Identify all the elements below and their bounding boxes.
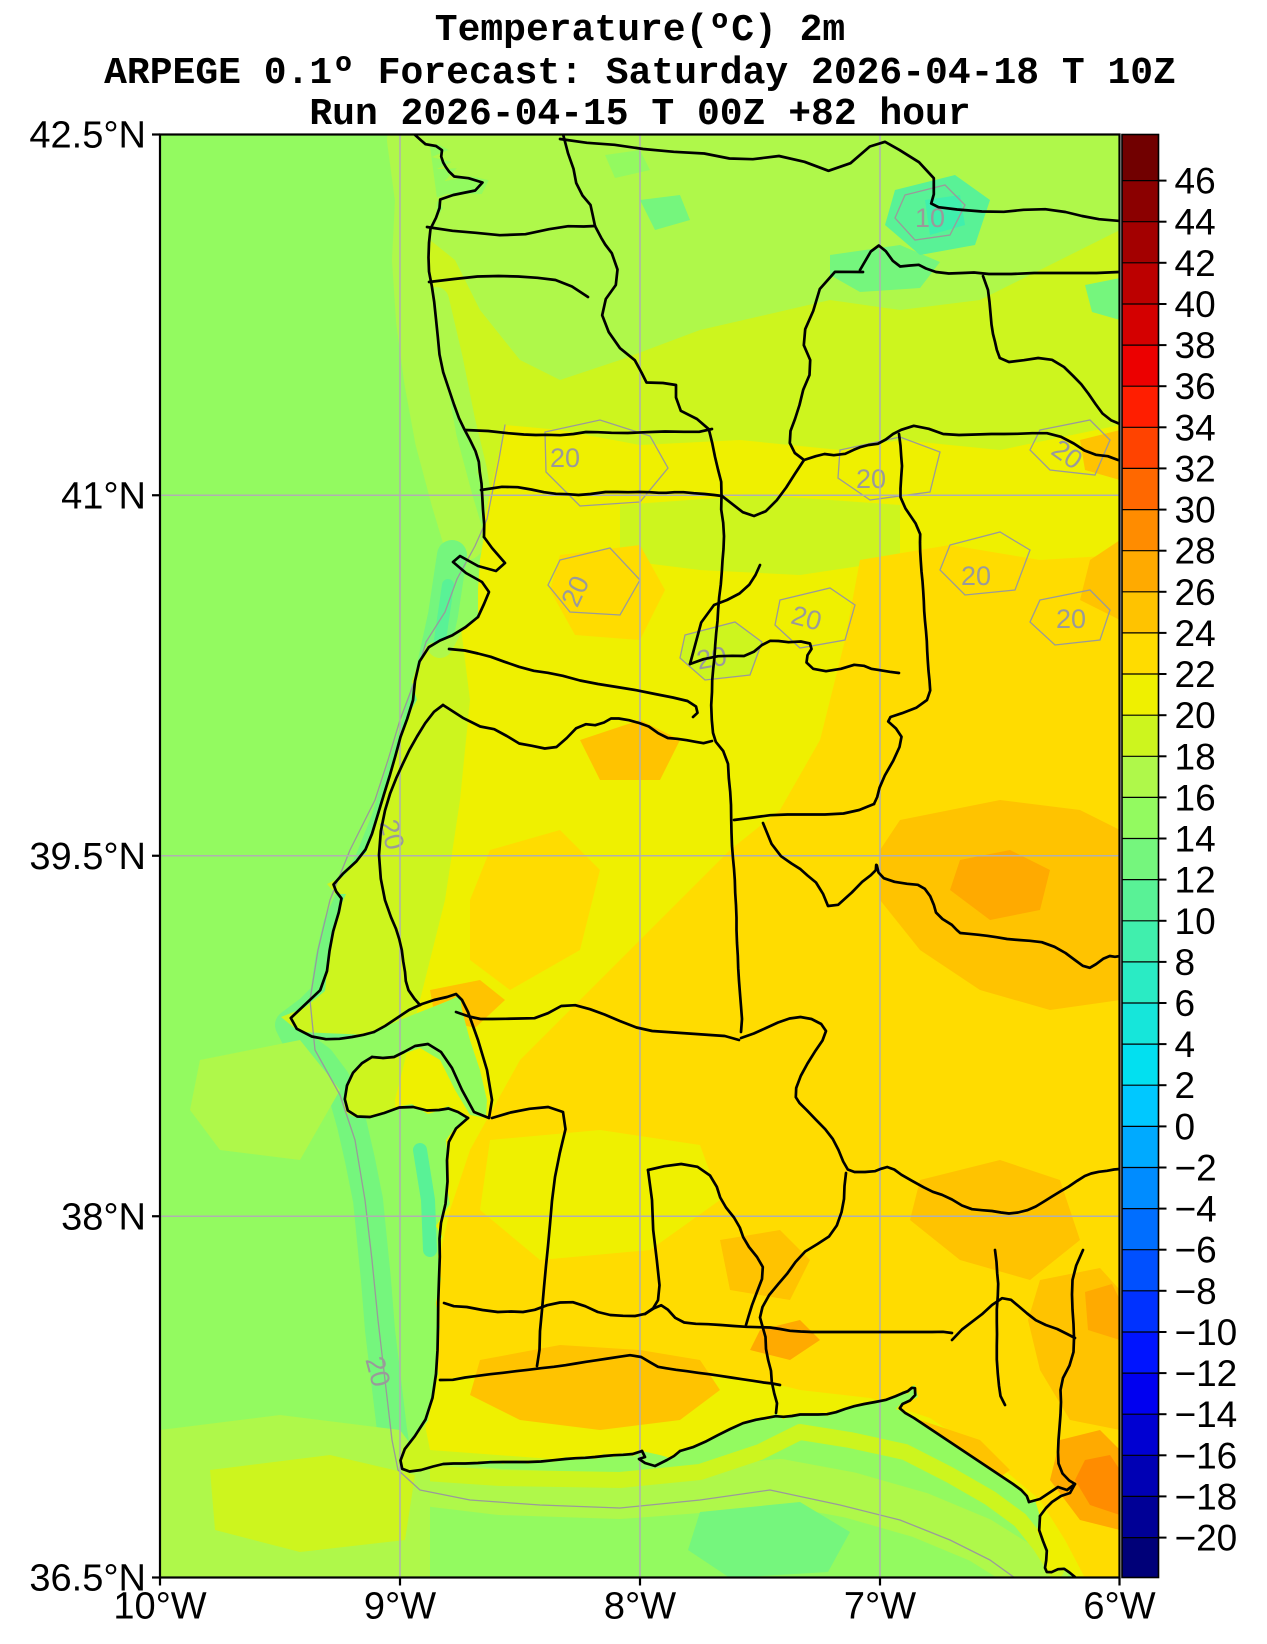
svg-text:7°W: 7°W <box>844 1586 916 1628</box>
svg-text:42: 42 <box>1175 243 1216 284</box>
svg-text:−8: −8 <box>1175 1271 1217 1312</box>
svg-text:9°W: 9°W <box>364 1586 436 1628</box>
svg-text:2: 2 <box>1175 1065 1196 1106</box>
svg-text:24: 24 <box>1175 613 1216 654</box>
svg-text:−10: −10 <box>1175 1312 1238 1353</box>
svg-text:20: 20 <box>856 464 886 494</box>
svg-text:−18: −18 <box>1175 1476 1238 1517</box>
svg-text:26: 26 <box>1175 572 1216 613</box>
svg-text:36: 36 <box>1175 366 1216 407</box>
svg-text:28: 28 <box>1175 531 1216 572</box>
svg-text:4: 4 <box>1175 1024 1196 1065</box>
svg-text:22: 22 <box>1175 654 1216 695</box>
svg-text:41°N: 41°N <box>61 475 146 517</box>
svg-text:36.5°N: 36.5°N <box>29 1558 146 1600</box>
svg-text:30: 30 <box>1175 490 1216 531</box>
svg-text:20: 20 <box>1175 695 1216 736</box>
svg-text:18: 18 <box>1175 736 1216 777</box>
svg-text:46: 46 <box>1175 161 1216 202</box>
svg-text:6°W: 6°W <box>1083 1586 1155 1628</box>
svg-text:20: 20 <box>1056 604 1086 634</box>
svg-text:−14: −14 <box>1175 1394 1238 1435</box>
svg-text:−20: −20 <box>1175 1518 1238 1559</box>
svg-text:32: 32 <box>1175 448 1216 489</box>
svg-text:34: 34 <box>1175 407 1216 448</box>
svg-text:12: 12 <box>1175 860 1216 901</box>
svg-text:38°N: 38°N <box>61 1196 146 1238</box>
svg-text:6: 6 <box>1175 983 1196 1024</box>
svg-text:20: 20 <box>550 443 580 473</box>
svg-text:10°W: 10°W <box>113 1586 206 1628</box>
svg-text:8°W: 8°W <box>604 1586 676 1628</box>
svg-text:−12: −12 <box>1175 1353 1238 1394</box>
svg-text:39.5°N: 39.5°N <box>29 836 146 878</box>
svg-text:40: 40 <box>1175 284 1216 325</box>
svg-text:−4: −4 <box>1175 1189 1217 1230</box>
svg-text:20: 20 <box>961 561 991 591</box>
svg-text:14: 14 <box>1175 819 1216 860</box>
svg-text:0: 0 <box>1175 1106 1196 1147</box>
svg-text:44: 44 <box>1175 202 1216 243</box>
svg-text:−6: −6 <box>1175 1230 1217 1271</box>
svg-text:−2: −2 <box>1175 1148 1217 1189</box>
svg-text:−16: −16 <box>1175 1435 1238 1476</box>
svg-text:16: 16 <box>1175 777 1216 818</box>
svg-text:8: 8 <box>1175 942 1196 983</box>
svg-text:42.5°N: 42.5°N <box>29 115 146 157</box>
svg-text:38: 38 <box>1175 325 1216 366</box>
svg-text:10: 10 <box>1175 901 1216 942</box>
